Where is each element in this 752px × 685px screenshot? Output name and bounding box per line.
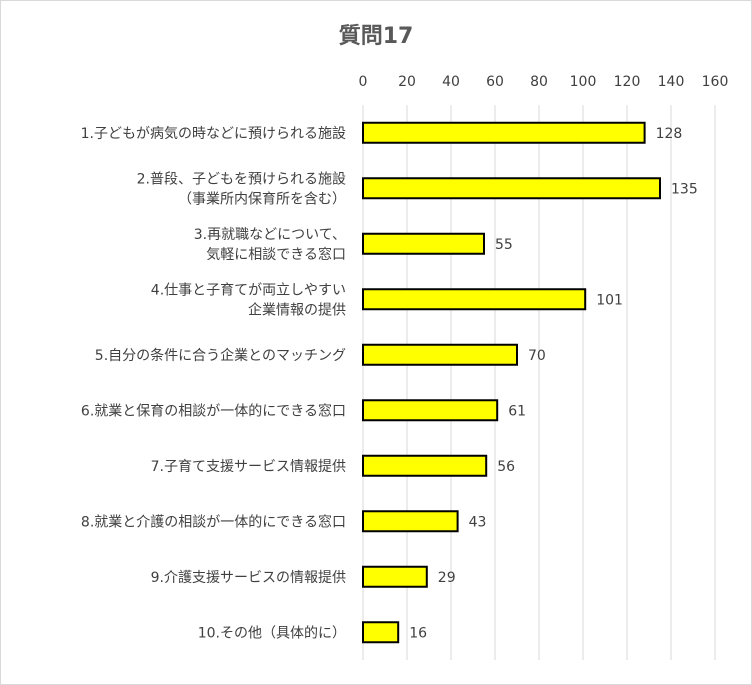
category-label: 6.就業と保育の相談が一体的にできる窓口 xyxy=(81,402,346,419)
data-label: 70 xyxy=(528,348,546,364)
x-tick-label: 0 xyxy=(359,74,368,90)
category-label: 2.普段、子どもを預けられる施設 xyxy=(137,171,346,187)
bar xyxy=(362,565,428,588)
x-tick-label: 120 xyxy=(614,74,641,90)
data-label: 128 xyxy=(656,126,683,142)
bar xyxy=(362,121,646,144)
bar xyxy=(362,510,459,533)
category-label: （事業所内保育所を含む） xyxy=(178,191,346,207)
x-tick-label: 60 xyxy=(486,74,504,90)
data-label: 61 xyxy=(508,403,526,419)
data-label: 43 xyxy=(469,514,487,530)
data-label: 29 xyxy=(438,570,456,586)
chart-title: 質問17 xyxy=(338,24,414,49)
category-label: 5.自分の条件に合う企業とのマッチング xyxy=(95,347,346,364)
data-label: 101 xyxy=(596,292,623,308)
x-axis-ticks: 0 20 40 60 80 100 120 140 160 xyxy=(359,74,729,90)
data-label: 135 xyxy=(671,181,698,197)
category-label: 8.就業と介護の相談が一体的にできる窓口 xyxy=(81,513,346,530)
bar xyxy=(362,399,499,422)
category-label: 3.再就職などについて、 xyxy=(194,227,346,243)
bar xyxy=(362,621,400,644)
x-tick-label: 160 xyxy=(702,74,729,90)
category-label: 9.介護支援サービスの情報提供 xyxy=(151,570,346,586)
bar xyxy=(362,454,488,477)
category-label: 1.子どもが病気の時などに預けられる施設 xyxy=(81,126,346,142)
category-label: 4.仕事と子育てが両立しやすい xyxy=(151,282,346,298)
bars xyxy=(362,121,661,644)
category-label: 気軽に相談できる窓口 xyxy=(206,246,346,263)
x-tick-label: 40 xyxy=(442,74,460,90)
data-label: 55 xyxy=(495,237,513,253)
bar xyxy=(362,343,518,366)
bar xyxy=(362,232,485,255)
data-label: 56 xyxy=(497,459,515,475)
category-label: 10.その他（具体的に） xyxy=(198,625,346,641)
category-labels: 1.子どもが病気の時などに預けられる施設 2.普段、子どもを預けられる施設 （事業所… xyxy=(81,126,346,642)
x-tick-label: 20 xyxy=(398,74,416,90)
bar xyxy=(362,177,661,200)
x-tick-label: 100 xyxy=(570,74,597,90)
x-tick-label: 140 xyxy=(658,74,685,90)
x-tick-label: 80 xyxy=(530,74,548,90)
data-label: 16 xyxy=(409,625,427,641)
data-labels: 128 135 55 101 70 61 56 43 29 16 xyxy=(409,126,698,642)
bar xyxy=(362,288,587,311)
category-label: 企業情報の提供 xyxy=(248,301,346,318)
category-label: 7.子育て支援サービス情報提供 xyxy=(151,459,346,475)
